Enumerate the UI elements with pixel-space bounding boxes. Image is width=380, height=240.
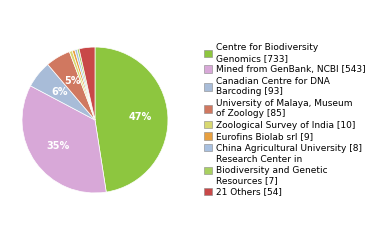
Wedge shape <box>95 47 168 192</box>
Wedge shape <box>30 64 95 120</box>
Wedge shape <box>48 52 95 120</box>
Text: 6%: 6% <box>51 87 68 97</box>
Wedge shape <box>75 49 95 120</box>
Legend: Centre for Biodiversity
Genomics [733], Mined from GenBank, NCBI [543], Canadian: Centre for Biodiversity Genomics [733], … <box>204 43 366 197</box>
Wedge shape <box>79 47 95 120</box>
Text: 47%: 47% <box>128 112 152 121</box>
Wedge shape <box>22 86 106 193</box>
Text: 35%: 35% <box>46 141 70 151</box>
Wedge shape <box>77 49 95 120</box>
Wedge shape <box>72 50 95 120</box>
Wedge shape <box>70 51 95 120</box>
Text: 5%: 5% <box>64 76 80 86</box>
